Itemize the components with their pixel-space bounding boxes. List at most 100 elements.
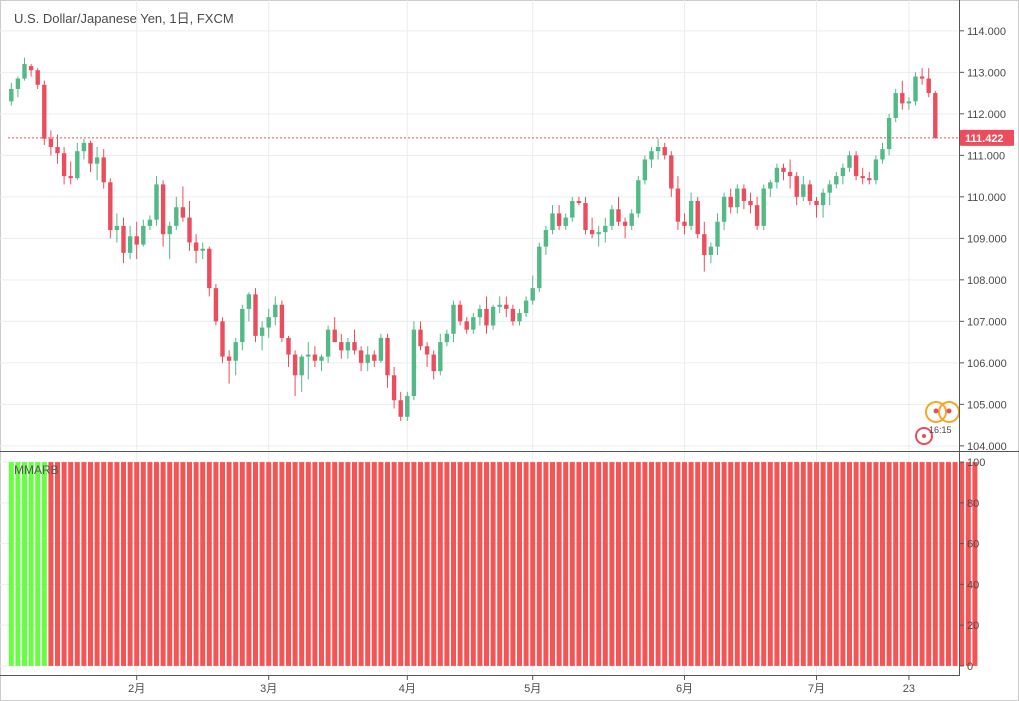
indicator-bar: [404, 462, 410, 666]
candle-body: [378, 337, 384, 361]
alert-clock-icon: [925, 401, 947, 423]
candle-body: [504, 304, 509, 309]
indicator-bar: [299, 462, 305, 666]
candle-body: [721, 196, 727, 222]
indicator-bar: [635, 462, 641, 666]
candle-body: [649, 151, 654, 160]
indicator-bar: [424, 462, 430, 666]
indicator-bar: [840, 462, 846, 666]
indicator-bar: [596, 462, 602, 666]
indicator-bar: [787, 462, 793, 666]
candle-body: [860, 176, 865, 179]
indicator-bar: [477, 462, 483, 666]
candle-body: [424, 346, 430, 355]
indicator-bars: [8, 462, 978, 666]
candle-body: [42, 84, 47, 139]
indicator-bar: [563, 462, 569, 666]
indicator-bar: [246, 462, 252, 666]
chart-title: U.S. Dollar/Japanese Yen, 1日, FXCM: [14, 11, 234, 26]
indicator-bar: [253, 462, 258, 666]
candle-body: [913, 76, 918, 102]
candle-body: [490, 306, 496, 326]
candle-body: [702, 234, 707, 255]
candle-body: [728, 196, 733, 208]
indicator-bar: [748, 462, 753, 666]
indicator-bar: [781, 462, 786, 666]
indicator-bar: [74, 462, 80, 666]
candle-body: [774, 167, 780, 183]
candle-body: [9, 88, 14, 102]
indicator-bar: [332, 462, 338, 666]
indicator-bar: [556, 462, 562, 666]
indicator-bar: [358, 462, 364, 666]
candle-body: [240, 308, 245, 343]
indicator-bar: [206, 462, 212, 666]
indicator-bar: [127, 462, 133, 666]
candle-body: [570, 200, 575, 218]
price-tick-label: 108.000: [967, 275, 1007, 287]
candle-body: [787, 171, 793, 177]
candle-body: [174, 207, 179, 226]
indicator-bar: [807, 462, 813, 666]
candle-body: [253, 294, 258, 336]
time-axis[interactable]: 2月 3月 4月 5月 6月 7月 23: [0, 675, 959, 696]
indicator-bar: [444, 462, 450, 666]
indicator-bar: [484, 462, 489, 666]
candle-body: [761, 188, 766, 226]
price-tick-label: 107.000: [967, 316, 1007, 328]
candle-body: [695, 200, 700, 235]
candle-body: [319, 356, 324, 361]
candle-body: [233, 342, 238, 361]
indicator-bar: [688, 462, 694, 666]
indicator-tick-label: 0: [967, 661, 973, 673]
indicator-pane[interactable]: MMARB: [0, 452, 978, 675]
candle-body: [497, 304, 502, 307]
candle-body: [820, 192, 826, 206]
indicator-bar: [107, 462, 113, 666]
candle-body: [682, 221, 687, 226]
candle-body: [893, 93, 898, 118]
candle-body: [160, 184, 166, 235]
indicator-bar: [101, 462, 107, 666]
indicator-bar: [365, 462, 371, 666]
candle-body: [616, 209, 621, 222]
candle-body: [807, 184, 813, 201]
candle-body: [847, 155, 852, 168]
price-axis[interactable]: 104.000 105.000 106.000 107.000 108.000 109.0…: [959, 26, 1007, 453]
indicator-bar: [41, 462, 47, 666]
candle-body: [312, 354, 318, 361]
candle-body: [398, 400, 403, 417]
price-tag: 111.422: [960, 129, 1014, 146]
candle-body: [906, 101, 912, 104]
indicator-bar: [589, 462, 595, 666]
candle-body: [886, 117, 892, 150]
indicator-bar: [847, 462, 852, 666]
indicator-bar: [490, 462, 496, 666]
candle-body: [748, 200, 753, 206]
price-pane[interactable]: U.S. Dollar/Japanese Yen, 1日, FXCM: [0, 0, 958, 450]
indicator-bar: [814, 462, 819, 666]
candle-body: [121, 225, 126, 253]
time-tick-label: 23: [903, 683, 915, 695]
indicator-bar: [22, 462, 27, 666]
indicator-bar: [946, 462, 951, 666]
indicator-bar: [81, 462, 87, 666]
indicator-bar: [55, 462, 60, 666]
price-tick-label: 114.000: [967, 26, 1006, 38]
indicator-bar: [121, 462, 126, 666]
indicator-label: MMARB: [14, 463, 59, 477]
candle-body: [636, 180, 641, 214]
indicator-bar: [94, 462, 100, 666]
event-marker-icon: [915, 427, 933, 445]
candle-body: [543, 230, 549, 247]
indicator-bar: [371, 462, 377, 666]
indicator-bar: [134, 462, 140, 666]
indicator-bar: [378, 462, 384, 666]
indicator-bar: [800, 462, 806, 666]
indicator-bar: [272, 462, 278, 666]
candle-body: [477, 308, 483, 318]
candle-body: [286, 337, 291, 355]
indicator-bar: [411, 462, 417, 666]
candle-body: [88, 142, 93, 164]
